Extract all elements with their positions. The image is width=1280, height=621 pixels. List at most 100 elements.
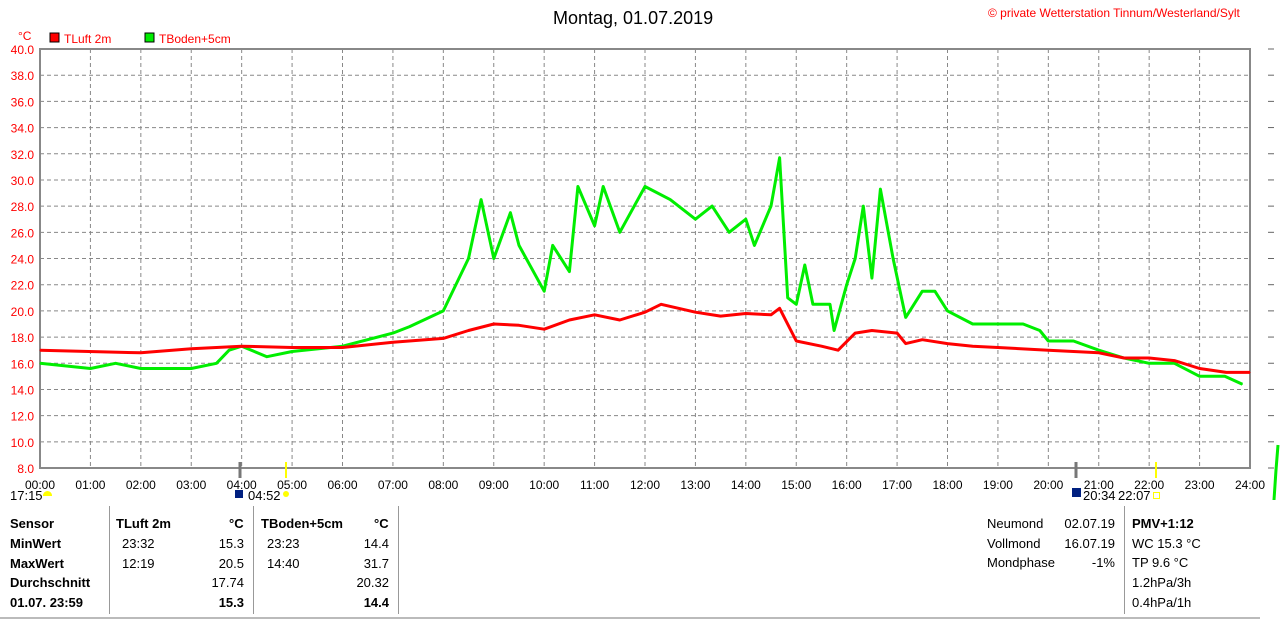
x-tick-label: 24:00 [1235,478,1265,492]
x-tick-label: 21:00 [1084,478,1114,492]
x-tick-label: 01:00 [75,478,105,492]
data-point [1249,371,1251,373]
data-point [228,349,230,351]
data-point [215,362,217,364]
legend-swatch [144,32,155,43]
col1-min: 15.3 [218,536,244,551]
vollmond-label: Vollmond [987,536,1041,551]
x-tick-label: 12:00 [630,478,660,492]
label-sensor: Sensor [10,516,55,531]
data-point [543,328,545,330]
data-point [694,311,696,313]
x-tick-label: 18:00 [932,478,962,492]
x-tick-label: 08:00 [428,478,458,492]
y-tick-label: 8.0 [17,462,34,476]
data-point [829,303,831,305]
legend-swatch [49,32,60,43]
data-point [1047,340,1049,342]
y-tick-label: 36.0 [11,95,35,109]
data-point [493,323,495,325]
data-point [779,307,781,309]
data-point [833,330,835,332]
data-point [1173,362,1175,364]
data-point [892,258,894,259]
data-point [1039,330,1041,332]
data-point [241,345,243,347]
data-point [812,303,814,305]
col1-current: 15.3 [218,595,244,610]
data-point [1123,357,1125,359]
moonset-time: 17:15 [10,488,43,503]
col2-min-time: 23:23 [267,536,300,551]
col2-max: 31.7 [363,556,389,571]
y-tick-label: 24.0 [11,253,35,267]
x-tick-label: 14:00 [731,478,761,492]
series-line [39,156,1244,386]
sunrise-time: 04:52 [248,488,281,503]
x-tick-label: 05:00 [277,478,307,492]
data-point [1241,383,1243,385]
col1-unit: °C [229,516,244,531]
data-point [1098,349,1100,351]
data-point [1199,375,1201,377]
data-point [644,311,646,313]
data-point [934,290,936,292]
x-tick-label: 02:00 [126,478,156,492]
col2-unit: °C [374,516,389,531]
data-point [1022,323,1024,325]
col2-name: TBoden+5cm [261,516,343,531]
col2-avg: 20.32 [356,575,389,590]
right-strip-trace [1272,444,1280,500]
label-avg: Durchschnitt [10,575,91,590]
data-point [905,343,907,345]
x-tick-label: 11:00 [580,478,609,492]
x-tick-label: 07:00 [378,478,408,492]
legend-label: TBoden+5cm [159,32,231,46]
data-point [862,205,864,207]
data-point [409,326,411,328]
moonrise-time: 20:34 [1083,488,1116,503]
data-point [1225,371,1227,373]
data-point [947,343,948,345]
x-tick-label: 22:00 [1134,478,1164,492]
col1-max-time: 12:19 [122,556,155,571]
data-point [291,350,293,352]
mondphase-value: -1% [1091,555,1115,570]
pmv: PMV+1:12 [1132,516,1194,531]
data-point [594,225,596,227]
data-point [577,185,579,187]
data-point [140,367,142,369]
label-current: 01.07. 23:59 [10,595,84,610]
data-point [787,297,789,299]
data-point [660,303,662,305]
data-point [442,337,444,339]
windchill: WC 15.3 °C [1132,536,1201,551]
data-point [720,315,722,317]
data-point [669,199,671,201]
data-point [972,323,974,325]
y-tick-label: 30.0 [11,174,35,188]
data-point [619,231,621,233]
y-tick-label: 28.0 [11,200,35,214]
data-point [594,314,596,316]
data-point [779,157,781,159]
data-point [468,258,470,259]
data-point [972,345,974,347]
data-point [921,290,923,292]
y-tick-label: 16.0 [11,357,35,371]
data-point [753,244,755,246]
data-point [392,341,394,343]
data-point [711,205,713,207]
data-point [871,277,873,279]
data-point [493,258,495,259]
col1-avg: 17.74 [211,575,244,590]
data-point [442,310,444,312]
data-point [190,348,192,350]
col1-name: TLuft 2m [116,516,171,531]
y-tick-label: 18.0 [11,331,35,345]
data-point [1148,362,1150,364]
data-point [468,330,470,332]
data-point [1047,349,1049,351]
col2-min: 14.4 [363,536,389,551]
data-point [480,199,482,201]
